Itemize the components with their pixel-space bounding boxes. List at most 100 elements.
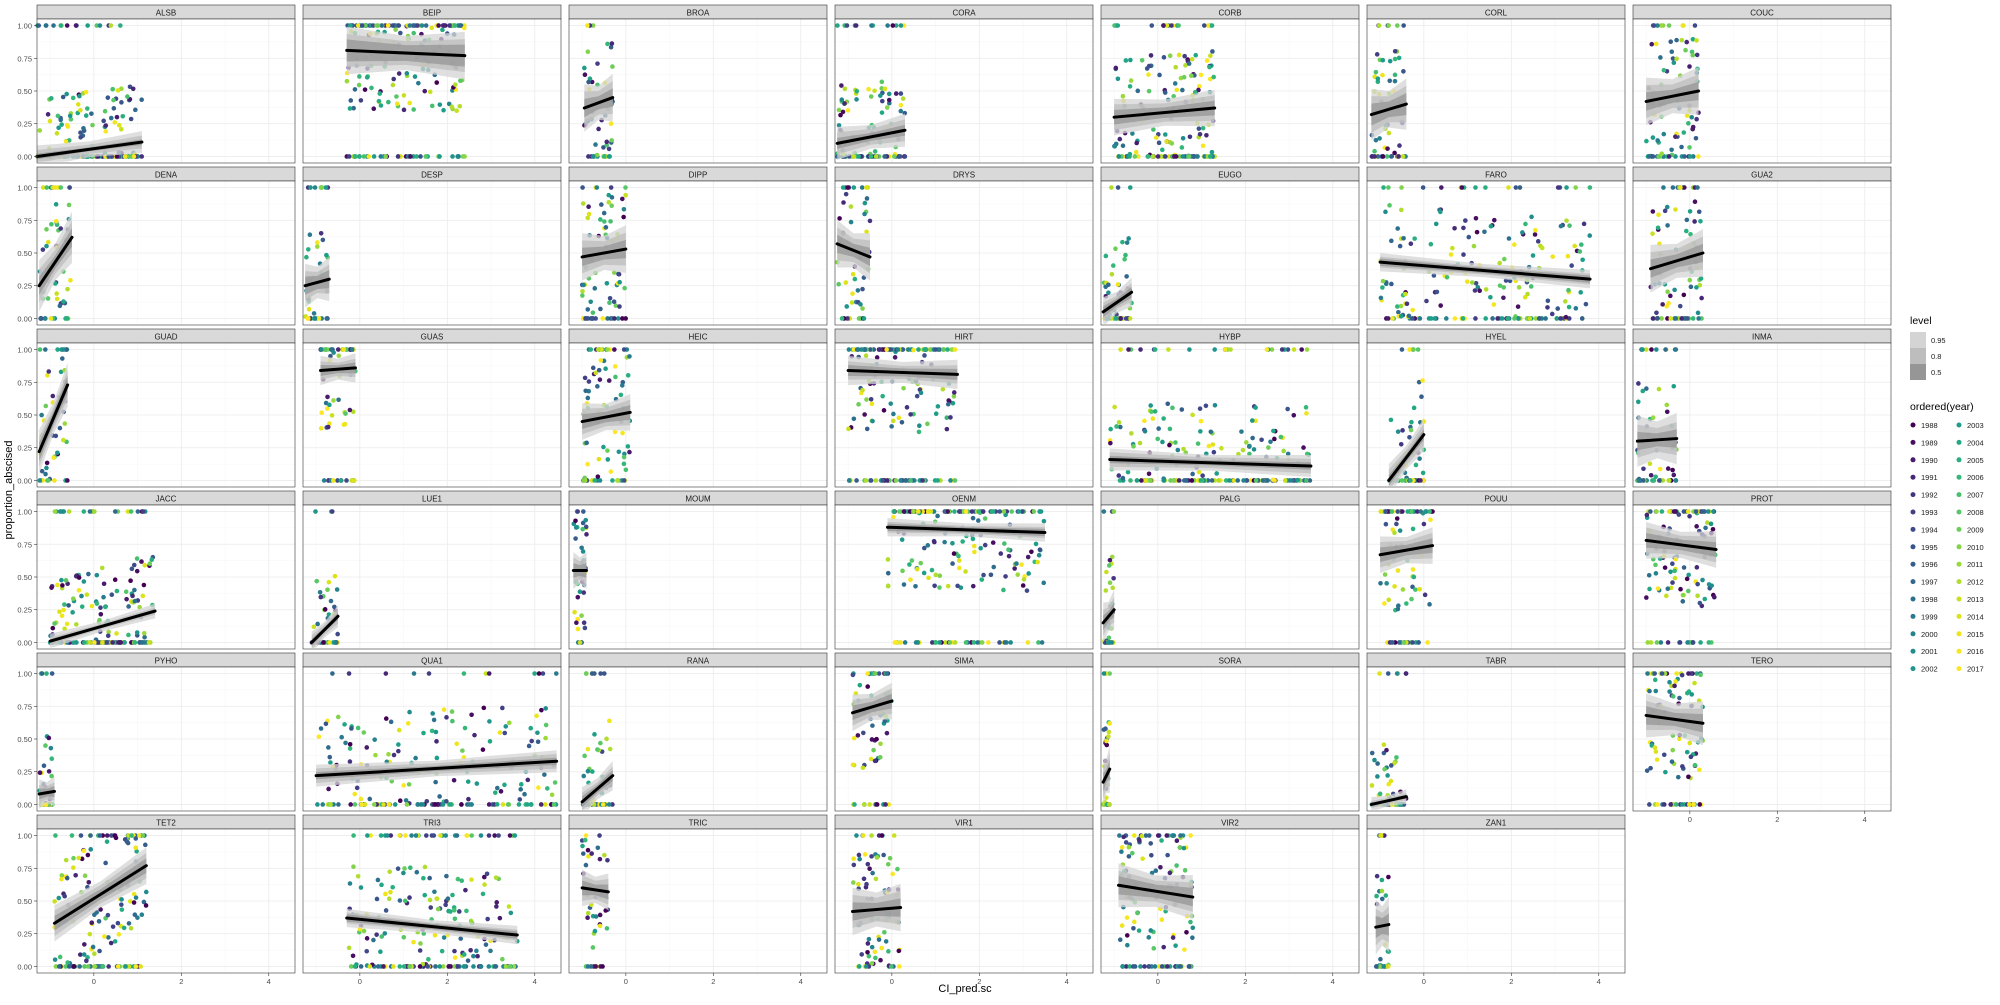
data-point bbox=[1254, 478, 1259, 483]
data-point bbox=[83, 873, 88, 878]
data-point bbox=[412, 671, 417, 676]
data-point bbox=[1292, 347, 1297, 352]
data-point bbox=[861, 765, 866, 770]
data-point bbox=[1106, 282, 1111, 287]
data-point bbox=[466, 779, 471, 784]
data-point bbox=[537, 671, 542, 676]
facet-panel-moum: MOUM bbox=[569, 491, 827, 649]
data-point bbox=[1032, 509, 1037, 514]
data-point bbox=[1400, 428, 1405, 433]
data-point bbox=[343, 741, 348, 746]
data-point bbox=[362, 154, 367, 159]
data-point bbox=[1412, 406, 1417, 411]
data-point bbox=[1674, 347, 1679, 352]
facet-panel-hyel: HYEL bbox=[1367, 329, 1625, 487]
data-point bbox=[79, 594, 84, 599]
data-point bbox=[1396, 607, 1401, 612]
data-point bbox=[508, 833, 513, 838]
data-point bbox=[610, 195, 615, 200]
data-point bbox=[853, 277, 858, 282]
data-point bbox=[1173, 65, 1178, 70]
data-point bbox=[981, 573, 986, 578]
data-point bbox=[960, 539, 965, 544]
data-point bbox=[952, 390, 957, 395]
data-point bbox=[920, 478, 925, 483]
data-point bbox=[854, 478, 859, 483]
data-point bbox=[1685, 691, 1690, 696]
data-point bbox=[1463, 218, 1468, 223]
data-point bbox=[1679, 316, 1684, 321]
data-point bbox=[321, 238, 326, 243]
data-point bbox=[1655, 138, 1660, 143]
data-point bbox=[56, 896, 61, 901]
data-point bbox=[1153, 347, 1158, 352]
data-point bbox=[917, 430, 922, 435]
data-point bbox=[495, 786, 500, 791]
data-point bbox=[318, 595, 323, 600]
data-point bbox=[1655, 802, 1660, 807]
data-point bbox=[1636, 400, 1641, 405]
data-point bbox=[444, 715, 449, 720]
data-point bbox=[1483, 185, 1488, 190]
data-point bbox=[307, 307, 312, 312]
data-point bbox=[391, 964, 396, 969]
data-point bbox=[101, 595, 106, 600]
data-point bbox=[320, 185, 325, 190]
data-point bbox=[84, 959, 89, 964]
data-point bbox=[580, 527, 585, 532]
data-point bbox=[1190, 478, 1195, 483]
data-point bbox=[70, 833, 75, 838]
data-point bbox=[1668, 802, 1673, 807]
data-point bbox=[607, 802, 612, 807]
data-point bbox=[880, 394, 885, 399]
data-point bbox=[1166, 347, 1171, 352]
data-point bbox=[846, 108, 851, 113]
data-point bbox=[379, 833, 384, 838]
data-point bbox=[1670, 468, 1675, 473]
data-point bbox=[855, 89, 860, 94]
data-point bbox=[1107, 721, 1112, 726]
data-point bbox=[38, 347, 43, 352]
data-point bbox=[1387, 131, 1392, 136]
data-point bbox=[396, 866, 401, 871]
data-point bbox=[129, 509, 134, 514]
data-point bbox=[851, 762, 856, 767]
y-tick-label: 0.50 bbox=[17, 249, 32, 258]
data-point bbox=[318, 590, 323, 595]
data-point bbox=[621, 215, 626, 220]
data-point bbox=[1035, 560, 1040, 565]
data-point bbox=[471, 954, 476, 959]
data-point bbox=[1663, 565, 1668, 570]
data-point bbox=[82, 579, 87, 584]
data-point bbox=[1128, 185, 1133, 190]
data-point bbox=[837, 216, 842, 221]
data-point bbox=[1444, 316, 1449, 321]
data-point bbox=[935, 478, 940, 483]
data-point bbox=[474, 949, 479, 954]
data-point bbox=[870, 402, 875, 407]
y-tick-label: 0.00 bbox=[17, 314, 32, 323]
data-point bbox=[323, 347, 328, 352]
data-point bbox=[847, 478, 852, 483]
data-point bbox=[1686, 671, 1691, 676]
data-point bbox=[1139, 478, 1144, 483]
data-point bbox=[391, 77, 396, 82]
data-point bbox=[482, 882, 487, 887]
data-point bbox=[1116, 23, 1121, 28]
data-point bbox=[1395, 23, 1400, 28]
data-point bbox=[434, 730, 439, 735]
data-point bbox=[529, 802, 534, 807]
data-point bbox=[85, 23, 90, 28]
data-point bbox=[1681, 593, 1686, 598]
data-point bbox=[327, 580, 332, 585]
data-point bbox=[1673, 679, 1678, 684]
data-point bbox=[457, 909, 462, 914]
data-point bbox=[457, 104, 462, 109]
data-point bbox=[1418, 478, 1423, 483]
data-point bbox=[65, 123, 70, 128]
data-point bbox=[1652, 478, 1657, 483]
data-point bbox=[1395, 304, 1400, 309]
data-point bbox=[935, 514, 940, 519]
data-point bbox=[1409, 241, 1414, 246]
